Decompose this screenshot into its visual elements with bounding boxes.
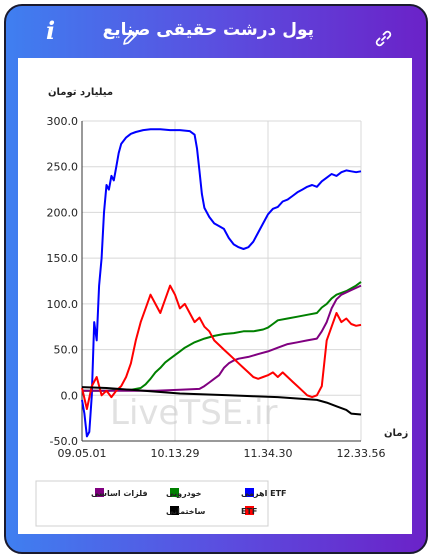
legend-label-3: ETF: [241, 507, 257, 516]
legend-swatch-1: [170, 488, 179, 497]
grid-lines: [81, 120, 362, 442]
chart-panel: میلیارد تومان زمان 300.0 250.0 200.0 150.0 1…: [18, 58, 412, 534]
y-tick-label: 250.0: [47, 161, 79, 174]
link-icon[interactable]: [375, 30, 392, 51]
legend: ETF اهرمی خودرویی فلزات اساسی ETF ساختمانی: [35, 480, 287, 527]
x-axis-label: زمان: [384, 428, 408, 439]
x-tick-labels: 09.05.01 10.13.29 11.34.30 12.33.56: [58, 447, 386, 460]
series-line-2: [82, 284, 362, 392]
legend-swatch-2: [95, 488, 104, 497]
y-tick-label: 300.0: [47, 115, 79, 128]
legend-swatch-4: [170, 506, 179, 515]
legend-label-1: خودرویی: [166, 489, 202, 498]
legend-swatch-3: [245, 506, 254, 515]
legend-label-0: ETF اهرمی: [241, 489, 287, 498]
series-line-4: [81, 386, 362, 416]
pencil-icon[interactable]: [122, 30, 138, 50]
y-axis-label: میلیارد تومان: [48, 87, 113, 98]
series-lines: [81, 128, 362, 438]
y-tick-label: 50.0: [54, 344, 79, 357]
y-tick-labels: 300.0 250.0 200.0 150.0 100.0 50.0 0.0 -50.0: [47, 115, 79, 448]
line-chart: میلیارد تومان زمان 300.0 250.0 200.0 150.0 1…: [35, 87, 408, 527]
x-tick-label: 12.33.56: [337, 447, 386, 460]
x-tick-label: 09.05.01: [58, 447, 107, 460]
series-line-0: [81, 128, 362, 438]
widget-frame: i پول درشت حقیقی صنایع میلیارد تومان زما…: [4, 4, 428, 554]
legend-label-2: فلزات اساسی: [91, 489, 148, 498]
legend-box: [35, 480, 269, 527]
widget-header: i پول درشت حقیقی صنایع: [6, 6, 426, 56]
info-icon[interactable]: i: [46, 16, 56, 45]
x-tick-label: 11.34.30: [244, 447, 293, 460]
legend-label-4: ساختمانی: [166, 507, 206, 516]
y-tick-label: 0.0: [61, 389, 79, 402]
legend-swatch-0: [245, 488, 254, 497]
series-line-1: [82, 281, 362, 392]
y-tick-label: 200.0: [47, 206, 79, 219]
x-tick-label: 10.13.29: [151, 447, 200, 460]
y-tick-label: 150.0: [47, 252, 79, 265]
series-line-3: [81, 284, 362, 410]
watermark: LiveTSE.ir: [110, 393, 278, 433]
widget-title: پول درشت حقیقی صنایع: [102, 20, 314, 40]
y-tick-label: 100.0: [47, 298, 79, 311]
y-tick-label: -50.0: [50, 435, 78, 448]
